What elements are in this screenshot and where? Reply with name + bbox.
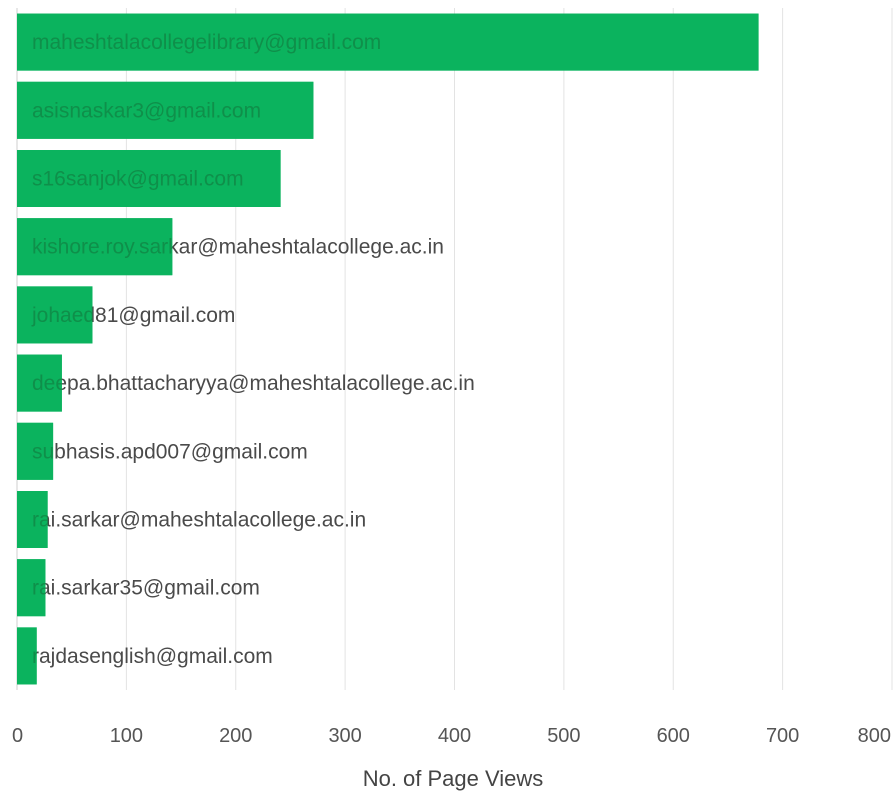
bar-category-label-overlay: rajdasenglish@gmail.com [32, 645, 273, 668]
x-tick-label: 100 [110, 725, 143, 747]
bar-category-label-overlay: s16sanjok@gmail.com [32, 168, 244, 191]
bar-label-mask [17, 218, 173, 276]
bar-category-label-overlay: subhasis.apd007@gmail.com [32, 440, 308, 463]
x-tick-label: 600 [657, 725, 690, 747]
bar-category-label-overlay: rai.sarkar@maheshtalacollege.ac.in [32, 509, 366, 532]
bar-label-mask [17, 150, 281, 207]
bar-labels: maheshtalacollegelibrary@gmail.commahesh… [17, 13, 759, 685]
bar-category-label: rajdasenglish@gmail.com [32, 645, 273, 668]
bar-label-mask [17, 13, 759, 71]
x-axis-title: No. of Page Views [363, 766, 544, 791]
bar-label-mask [17, 81, 314, 139]
bar-category-label-overlay: asisnaskar3@gmail.com [32, 99, 261, 122]
x-axis: 0 100 200 300 400 500 600 700 800 [12, 725, 891, 747]
bar-label-mask [17, 422, 54, 480]
bar-category-label: rai.sarkar35@gmail.com [32, 577, 260, 600]
bar-category-label-overlay: maheshtalacollegelibrary@gmail.com [32, 31, 381, 54]
bar-category-label: rai.sarkar@maheshtalacollege.ac.in [32, 509, 366, 532]
x-tick-label: 500 [547, 725, 580, 747]
bar-label-mask [17, 559, 46, 617]
x-tick-label: 300 [328, 725, 361, 747]
bar-label-mask [17, 627, 37, 685]
x-tick-label: 700 [766, 725, 799, 747]
bar-category-label-overlay: deepa.bhattacharyya@maheshtalacollege.ac… [32, 372, 475, 395]
bar-category-label: subhasis.apd007@gmail.com [32, 440, 308, 463]
bar-category-label: deepa.bhattacharyya@maheshtalacollege.ac… [32, 372, 475, 395]
x-tick-label: 0 [12, 725, 23, 747]
x-tick-label: 400 [438, 725, 471, 747]
bar-label-mask [17, 286, 93, 344]
bar-category-label-overlay: kishore.roy.sarkar@maheshtalacollege.ac.… [32, 236, 444, 259]
bar-category-label-overlay: johaed81@gmail.com [31, 304, 235, 327]
x-tick-label: 200 [219, 725, 252, 747]
bar-label-mask [17, 354, 62, 412]
bar-category-label-overlay: rai.sarkar35@gmail.com [32, 577, 260, 600]
bar-label-mask [17, 491, 48, 548]
x-tick-label: 800 [858, 725, 891, 747]
